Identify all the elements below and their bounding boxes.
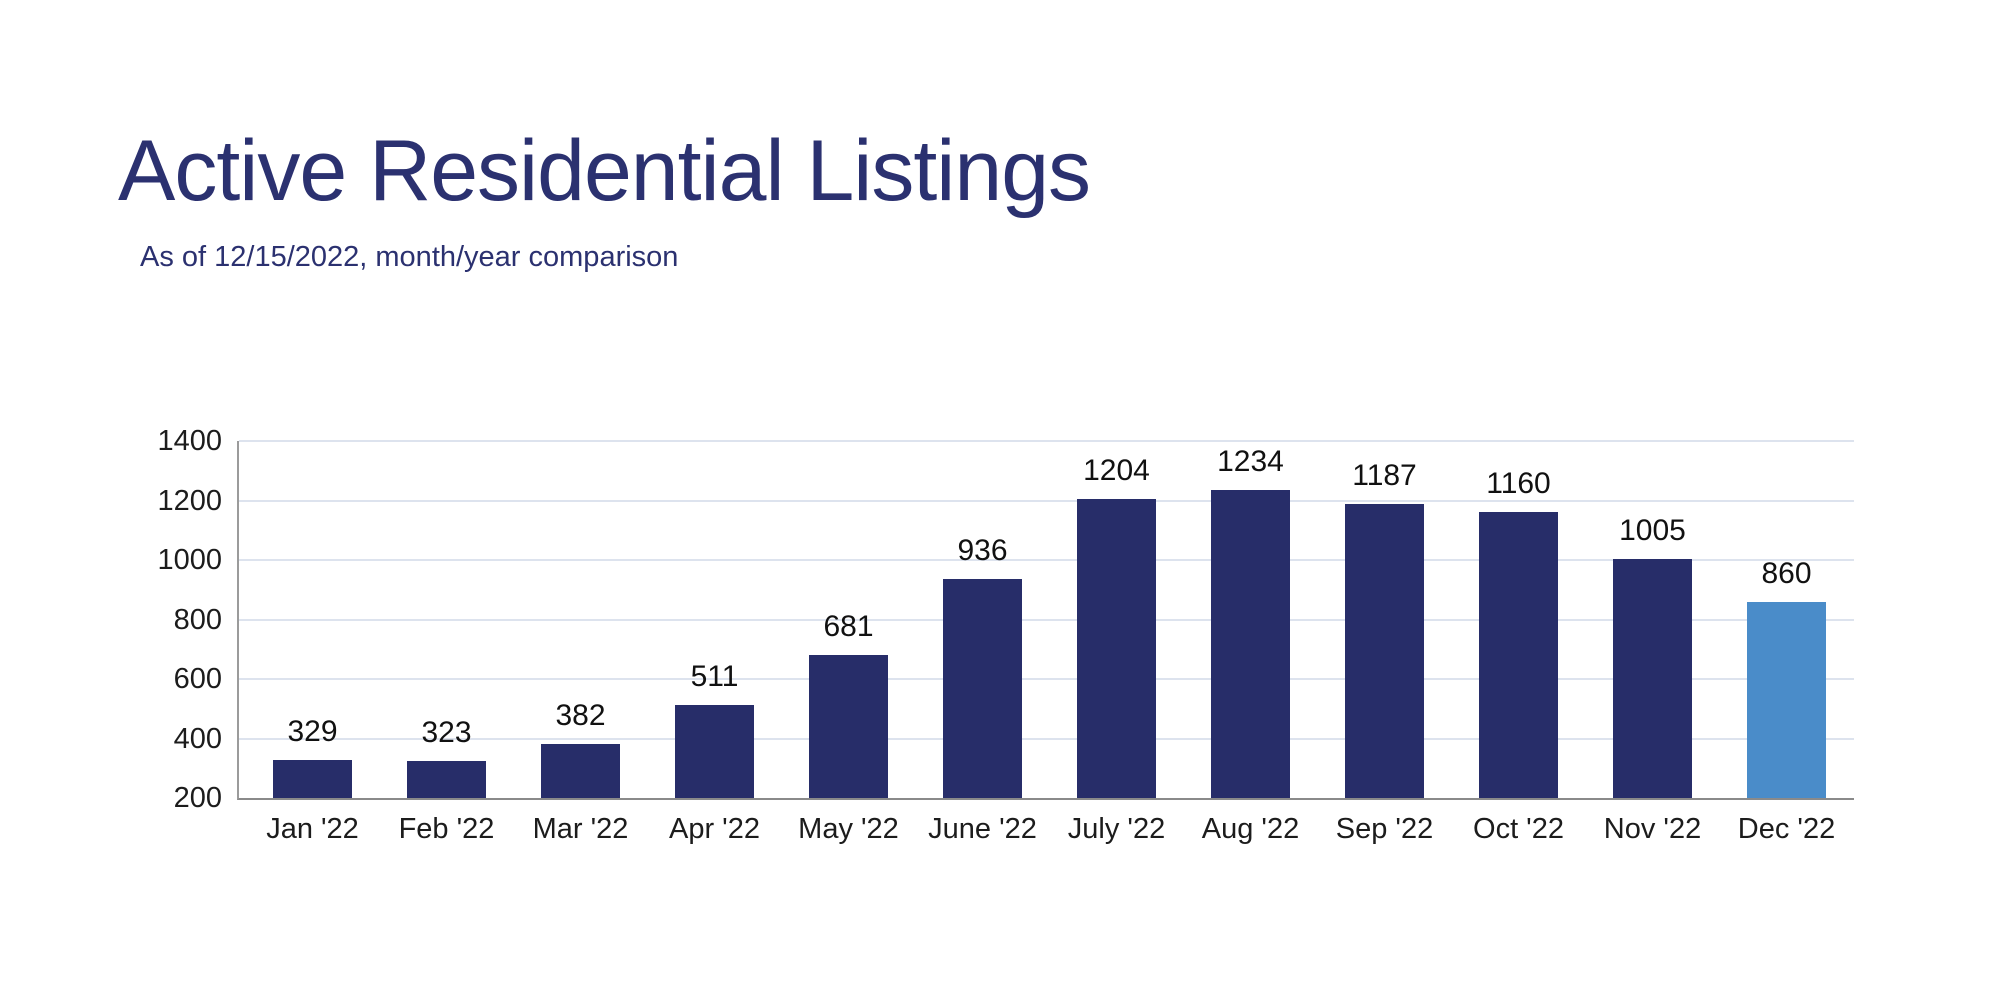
bar-value-label-nov-22: 1005 — [1619, 513, 1686, 547]
x-axis-category-label-june-22: June '22 — [928, 813, 1037, 845]
bar-june-22 — [943, 579, 1022, 798]
bar-value-label-dec-22: 860 — [1761, 556, 1812, 590]
bar-apr-22 — [675, 705, 754, 798]
page-subtitle: As of 12/15/2022, month/year comparison — [140, 241, 679, 273]
bar-nov-22 — [1613, 558, 1692, 798]
bar-value-label-june-22: 936 — [957, 534, 1008, 568]
gridline-1400 — [239, 440, 1854, 442]
x-axis-category-label-feb-22: Feb '22 — [398, 813, 495, 845]
y-axis-tick-label-1000: 1000 — [157, 544, 222, 576]
bar-oct-22 — [1479, 512, 1558, 798]
plot-area: 329 323 382 511 681 936 1204 1234 1187 1160 1005 86… — [237, 440, 1854, 800]
x-axis-category-label-mar-22: Mar '22 — [532, 813, 629, 845]
x-axis-category-label-sep-22: Sep '22 — [1335, 813, 1434, 845]
bar-sep-22 — [1345, 504, 1424, 798]
bar-value-label-apr-22: 511 — [690, 660, 739, 694]
bar-value-label-mar-22: 382 — [555, 698, 606, 732]
page-title: Active Residential Listings — [118, 123, 1091, 219]
bar-value-label-july-22: 1204 — [1083, 454, 1150, 488]
y-axis-tick-label-1400: 1400 — [157, 425, 222, 457]
bar-july-22 — [1077, 499, 1156, 798]
gridline-600 — [239, 678, 1854, 680]
bar-value-label-jan-22: 329 — [287, 714, 338, 748]
y-axis-tick-label-800: 800 — [173, 603, 222, 636]
y-axis-tick-label-200: 200 — [173, 782, 222, 814]
x-axis-category-label-aug-22: Aug '22 — [1201, 813, 1300, 845]
gridline-1000 — [239, 559, 1854, 561]
y-axis-tick-label-1200: 1200 — [157, 484, 222, 517]
gridline-800 — [239, 618, 1854, 621]
bar-value-label-aug-22: 1234 — [1217, 445, 1284, 479]
x-axis-category-label-july-22: July '22 — [1067, 813, 1166, 845]
bar-value-label-may-22: 681 — [823, 609, 874, 643]
bar-feb-22 — [407, 761, 486, 798]
bar-may-22 — [809, 654, 888, 798]
x-axis-category-label-jan-22: Jan '22 — [266, 813, 359, 845]
y-axis-tick-label-600: 600 — [173, 663, 222, 695]
gridline-1200 — [239, 499, 1854, 502]
gridline-400 — [239, 737, 1854, 740]
x-axis-category-label-oct-22: Oct '22 — [1473, 813, 1564, 845]
x-axis-category-label-apr-22: Apr '22 — [669, 813, 760, 845]
x-axis-category-label-may-22: May '22 — [798, 813, 899, 845]
bar-mar-22 — [541, 743, 620, 798]
x-axis-category-label-nov-22: Nov '22 — [1603, 813, 1702, 845]
bar-value-label-feb-22: 323 — [421, 716, 472, 750]
bar-jan-22 — [273, 759, 352, 798]
bar-dec-22 — [1747, 601, 1826, 798]
bar-value-label-sep-22: 1187 — [1352, 459, 1417, 493]
bar-aug-22 — [1211, 490, 1290, 798]
bar-value-label-oct-22: 1160 — [1486, 467, 1551, 501]
y-axis-tick-label-400: 400 — [173, 722, 222, 755]
x-axis-category-label-dec-22: Dec '22 — [1737, 813, 1836, 845]
